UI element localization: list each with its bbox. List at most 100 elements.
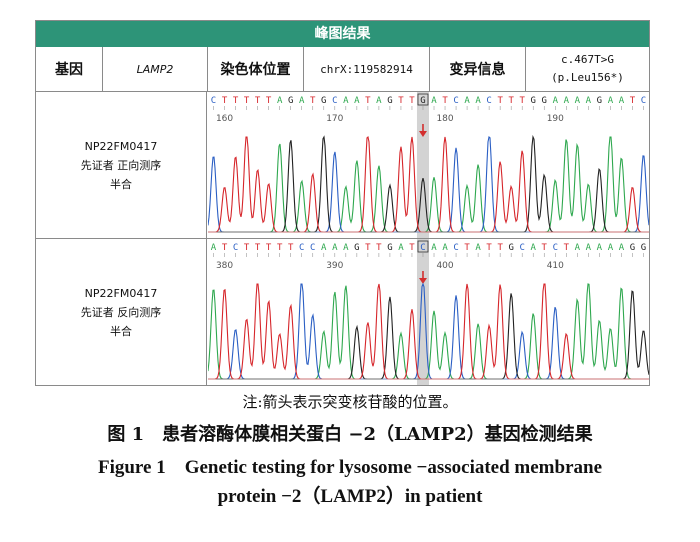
base-call-letter: A	[575, 96, 581, 106]
base-call-letter: A	[553, 96, 559, 106]
reverse-zygosity: 半合	[110, 324, 132, 338]
base-call-letter: C	[453, 96, 458, 106]
base-call-letter: A	[431, 96, 437, 106]
base-call-letter: A	[354, 96, 360, 106]
mutation-arrow-icon	[418, 131, 427, 137]
forward-sample-id: NP22FM0417	[84, 139, 158, 153]
position-tick-label: 160	[216, 114, 233, 124]
mutation-highlight-band	[416, 239, 429, 385]
variant-label: 变异信息	[430, 47, 526, 91]
base-call-letter: T	[365, 243, 371, 253]
position-tick-label: 170	[326, 114, 343, 124]
variant-value: c.467T>G (p.Leu156*)	[526, 47, 649, 91]
base-call-letter: A	[564, 96, 570, 106]
variant-protein: (p.Leu156*)	[551, 71, 624, 84]
highlighted-base-box	[417, 93, 429, 106]
base-call-letter: G	[288, 96, 293, 106]
base-call-letter: C	[299, 243, 304, 253]
base-call-letter: T	[486, 243, 492, 253]
base-call-letter: G	[641, 243, 646, 253]
base-call-letter: T	[244, 243, 250, 253]
base-call-letter: A	[619, 96, 625, 106]
base-call-letter: T	[409, 96, 415, 106]
variant-cdna: c.467T>G	[561, 53, 614, 66]
base-call-letter: T	[520, 96, 526, 106]
base-call-letter: A	[398, 243, 404, 253]
base-call-letter: A	[299, 96, 305, 106]
base-call-letter: T	[266, 96, 272, 106]
base-call-letter: T	[564, 243, 570, 253]
base-call-letter: G	[542, 96, 547, 106]
base-call-letter: C	[453, 243, 458, 253]
mutation-arrow-icon	[418, 278, 427, 284]
base-call-letter: G	[597, 96, 602, 106]
base-call-letter: T	[222, 243, 228, 253]
base-call-letter: T	[442, 96, 448, 106]
base-call-letter: T	[398, 96, 404, 106]
base-call-letter: G	[531, 96, 536, 106]
base-call-letter: C	[233, 243, 238, 253]
base-call-letter: G	[508, 243, 513, 253]
reverse-description: 先证者 反向测序	[80, 305, 162, 319]
base-call-letter: T	[497, 243, 503, 253]
base-call-letter: C	[520, 243, 525, 253]
base-call-letter: A	[475, 243, 481, 253]
base-call-letter: T	[277, 243, 283, 253]
base-call-letter: G	[630, 243, 635, 253]
base-call-letter: C	[211, 96, 216, 106]
base-call-letter: C	[641, 96, 646, 106]
base-call-letter: G	[387, 243, 392, 253]
base-call-letter: G	[420, 96, 425, 106]
base-call-letter: C	[420, 243, 425, 253]
base-call-letter: A	[277, 96, 283, 106]
base-call-letter: A	[464, 96, 470, 106]
base-call-letter: T	[244, 96, 250, 106]
forward-sample-label: NP22FM0417 先证者 正向测序 半合	[36, 92, 207, 238]
forward-description: 先证者 正向测序	[80, 158, 162, 172]
reverse-sample-id: NP22FM0417	[84, 286, 158, 300]
base-call-letter: T	[255, 96, 261, 106]
base-call-letter: C	[553, 243, 558, 253]
forward-zygosity: 半合	[110, 177, 132, 191]
base-call-letter: A	[586, 243, 592, 253]
position-tick-label: 380	[216, 261, 233, 271]
base-call-letter: T	[255, 243, 261, 253]
base-call-letter: A	[376, 96, 382, 106]
base-call-letter: G	[321, 96, 326, 106]
base-call-letter: A	[586, 96, 592, 106]
position-tick-label: 410	[547, 261, 564, 271]
base-call-letter: T	[310, 96, 316, 106]
gene-value: LAMP2	[103, 47, 208, 91]
caption-english-line2: protein −2（LAMP2）in patient	[217, 486, 483, 507]
position-label: 染色体位置	[208, 47, 304, 91]
base-call-letter: T	[542, 243, 548, 253]
base-call-letter: A	[475, 96, 481, 106]
position-tick-label: 180	[436, 114, 453, 124]
caption-chinese: 图 1 患者溶酶体膜相关蛋白 −2（LAMP2）基因检测结果	[107, 424, 593, 445]
figure-header-row: 基因 LAMP2 染色体位置 chrX:119582914 变异信息 c.467…	[36, 47, 649, 92]
sequencing-figure: 峰图结果 基因 LAMP2 染色体位置 chrX:119582914 变异信息 …	[35, 20, 650, 386]
base-call-letter: T	[464, 243, 470, 253]
base-call-letter: T	[222, 96, 228, 106]
highlighted-base-box	[417, 240, 429, 253]
base-call-letter: T	[508, 96, 514, 106]
caption-english-line1: Figure 1 Genetic testing for lysosome −a…	[97, 457, 603, 478]
base-call-letter: T	[376, 243, 382, 253]
position-tick-label: 400	[436, 261, 453, 271]
reverse-sample-label: NP22FM0417 先证者 反向测序 半合	[36, 239, 207, 385]
base-call-letter: T	[266, 243, 272, 253]
gene-label: 基因	[36, 47, 103, 91]
base-call-letter: A	[343, 96, 349, 106]
base-call-letter: T	[497, 96, 503, 106]
base-call-letter: A	[608, 96, 614, 106]
base-call-letter: C	[332, 96, 337, 106]
base-call-letter: A	[608, 243, 614, 253]
base-call-letter: A	[343, 243, 349, 253]
position-tick-label: 390	[326, 261, 343, 271]
base-call-letter: T	[365, 96, 371, 106]
position-tick-label: 190	[547, 114, 564, 124]
base-call-letter: A	[442, 243, 448, 253]
